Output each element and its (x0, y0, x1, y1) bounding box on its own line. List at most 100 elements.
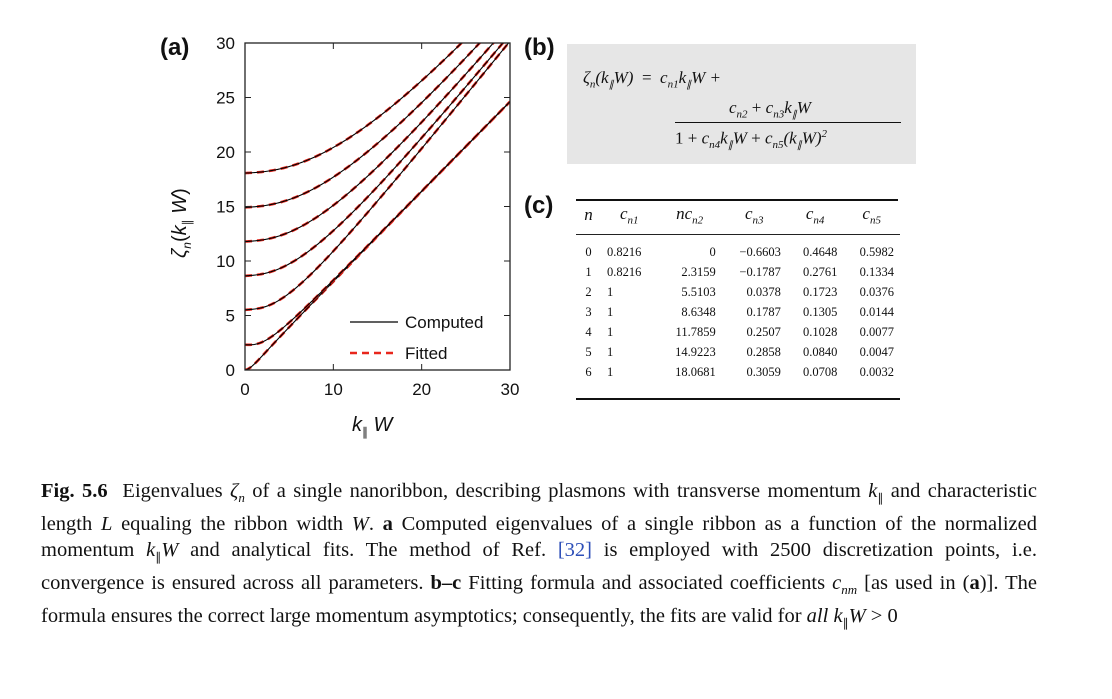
table-cell: 0 (709, 244, 716, 259)
table-cell: 2 (585, 284, 592, 299)
table-cell: 0.0708 (803, 364, 838, 379)
table-cell: 5.5103 (681, 284, 716, 299)
x-tick-label: 20 (412, 380, 431, 399)
table-cell: 0.8216 (606, 244, 642, 259)
table-cell: 0.1305 (803, 304, 838, 319)
y-tick-label: 15 (216, 198, 235, 217)
table-cell: 1 (606, 284, 614, 299)
col-header-ncn2: ncn2 (657, 200, 722, 236)
table-cell: 18.0681 (675, 364, 716, 379)
table-row: 3 1 8.6348 0.1787 0.1305 0.0144 (576, 302, 900, 322)
table-cell: 0.0032 (859, 364, 894, 379)
table-cell: 1 (606, 364, 614, 379)
table-cell: 0.1787 (746, 304, 781, 319)
table-cell: 0.1334 (859, 264, 894, 279)
x-tick-label: 10 (324, 380, 343, 399)
table-row: 6 1 18.0681 0.3059 0.0708 0.0032 (576, 362, 900, 389)
table-row: 0 0.8216 0 −0.6603 0.4648 0.5982 (576, 235, 900, 263)
table-cell: 8.6348 (681, 304, 716, 319)
caption-figure-label: Fig. 5.6 (41, 480, 108, 502)
axis-ticks (244, 42, 511, 371)
table-cell: 0.4648 (803, 244, 838, 259)
table-cell: 0 (585, 244, 592, 259)
table-row: 5 1 14.9223 0.2858 0.0840 0.0047 (576, 342, 900, 362)
x-axis-label: k∥ W (352, 414, 395, 439)
computed-curve-n5 (245, 43, 481, 208)
col-header-cn4: cn4 (786, 200, 844, 236)
formula-box: ζn(k∥W) = cn1k∥W + cn2 + cn3k∥W 1 + cn4k… (567, 44, 916, 164)
table-cell: 3 (585, 304, 592, 319)
coefficient-table: n cn1 ncn2 cn3 cn4 cn5 0 0.8216 0 −0.6603 0.… (576, 200, 900, 389)
table-cell: 1 (606, 304, 614, 319)
x-tick-labels: 0 10 20 30 (240, 380, 519, 399)
svg-text:ζn(k∥ W): ζn(k∥ W) (169, 188, 194, 258)
table-cell: 4 (585, 324, 592, 339)
plot-curves (245, 43, 510, 370)
table-row: 4 1 11.7859 0.2507 0.1028 0.0077 (576, 322, 900, 342)
col-header-cn1: cn1 (600, 200, 658, 236)
panel-label-b: (b) (524, 34, 555, 61)
y-tick-labels: 0 5 10 15 20 25 30 (216, 34, 235, 380)
computed-curve-n3 (245, 43, 504, 277)
panel-label-c: (c) (524, 192, 554, 219)
table-cell: −0.1787 (739, 264, 781, 279)
table-cell: 0.1723 (803, 284, 838, 299)
col-header-cn5: cn5 (843, 200, 900, 236)
panel-label-a: (a) (160, 34, 190, 61)
figure-caption: Fig. 5.6 Eigenvalues ζn of a single nano… (41, 480, 1038, 631)
table-row: 1 0.8216 2.3159 −0.1787 0.2761 0.1334 (576, 262, 900, 282)
fitted-curve-n6 (245, 43, 464, 175)
table-cell: 0.2858 (746, 344, 781, 359)
table-cell: 11.7859 (675, 324, 716, 339)
legend-fitted-label: Fitted (405, 344, 448, 363)
table-cell: 0.3059 (746, 364, 781, 379)
eigenvalue-chart: 0 10 20 30 0 5 10 15 20 25 30 k∥ W ζn(k∥ W) Compu… (169, 34, 519, 439)
y-tick-label: 30 (216, 34, 235, 53)
table-top-rule (576, 199, 898, 201)
x-tick-label: 0 (240, 380, 249, 399)
table-cell: 0.5982 (859, 244, 894, 259)
table-bottom-rule (576, 398, 900, 400)
table-cell: 0.0144 (859, 304, 894, 319)
formula-numerator: cn2 + cn3k∥W (729, 98, 811, 121)
fitted-curve-n5 (245, 43, 482, 209)
col-header-n: n (576, 200, 601, 236)
table-cell: 6 (585, 364, 592, 379)
x-tick-label: 30 (501, 380, 520, 399)
table-cell: 0.1028 (803, 324, 838, 339)
table-cell: 0.0378 (746, 284, 781, 299)
computed-curve-n4 (245, 43, 495, 243)
table-cell: 2.3159 (681, 264, 716, 279)
computed-curve-n6 (245, 43, 463, 174)
table-body: 0 0.8216 0 −0.6603 0.4648 0.5982 1 0.8216 2.3159… (576, 235, 900, 390)
table-row: 2 1 5.5103 0.0378 0.1723 0.0376 (576, 282, 900, 302)
table-cell: 5 (585, 344, 592, 359)
legend-computed-label: Computed (405, 313, 483, 332)
y-tick-label: 5 (226, 307, 235, 326)
table-cell: 0.8216 (606, 264, 642, 279)
table-cell: 14.9223 (675, 344, 716, 359)
fitted-curve-n1 (245, 100, 510, 347)
y-tick-label: 0 (226, 361, 235, 380)
table-cell: 1 (585, 264, 592, 279)
table-cell: 0.0376 (859, 284, 894, 299)
table-cell: −0.6603 (739, 244, 781, 259)
y-tick-label: 20 (216, 143, 235, 162)
y-tick-label: 10 (216, 252, 235, 271)
formula-lhs: ζn(k∥W) = cn1k∥W + (583, 68, 722, 91)
table-cell: 0.0077 (859, 324, 894, 339)
table-cell: 1 (606, 344, 614, 359)
formula-denominator: 1 + cn4k∥W + cn5(k∥W)2 (675, 128, 828, 152)
col-header-cn3: cn3 (721, 200, 787, 236)
computed-curve-n1 (245, 101, 510, 346)
table-cell: 0.2507 (746, 324, 781, 339)
computed-curve-n2 (245, 43, 510, 311)
table-cell: 0.0840 (803, 344, 838, 359)
table-cell: 1 (606, 324, 614, 339)
table-cell: 0.0047 (859, 344, 894, 359)
formula-fraction-bar (675, 122, 901, 123)
fitted-curve-n4 (245, 43, 496, 243)
table-cell: 0.2761 (803, 264, 838, 279)
y-tick-label: 25 (216, 89, 235, 108)
y-axis-label: ζn(k∥ W) (169, 188, 194, 258)
